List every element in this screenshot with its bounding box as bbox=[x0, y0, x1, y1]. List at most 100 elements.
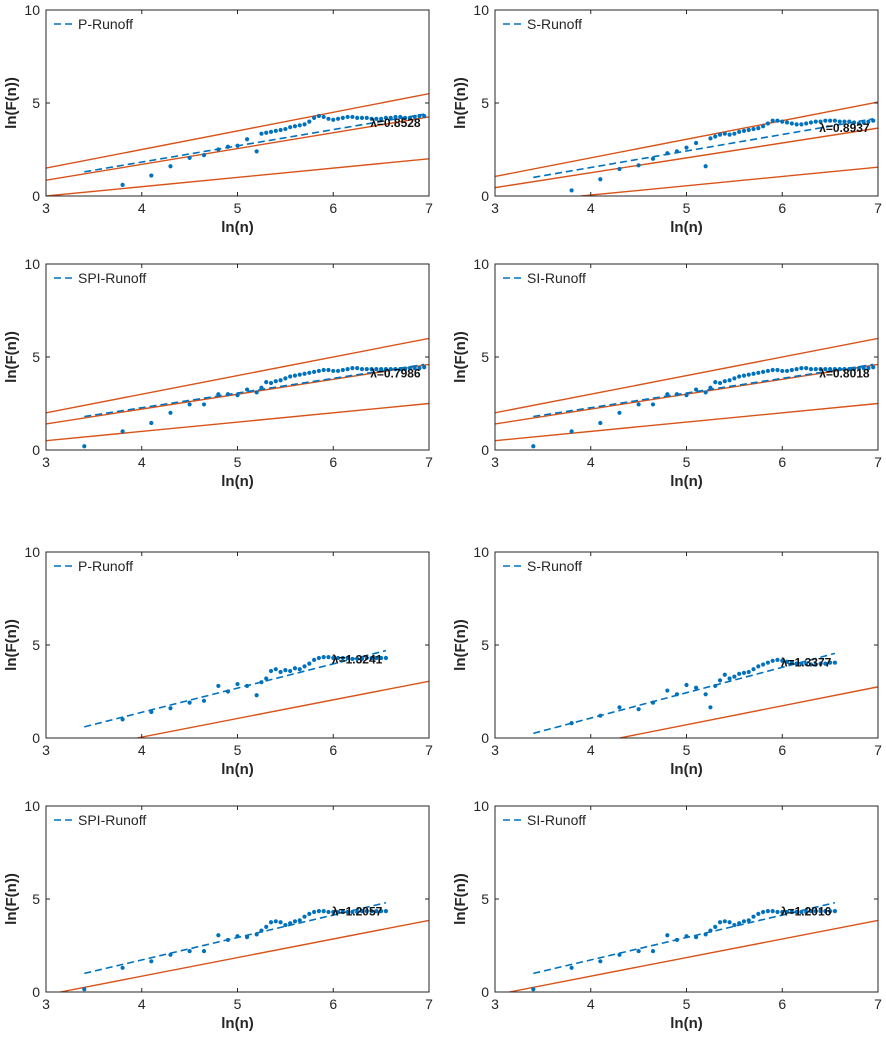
data-point bbox=[693, 140, 699, 146]
data-point bbox=[340, 909, 345, 915]
legend-label: SI-Runoff bbox=[527, 270, 586, 286]
data-point bbox=[808, 908, 814, 914]
data-point bbox=[345, 655, 350, 661]
data-point bbox=[813, 908, 818, 914]
data-point bbox=[335, 909, 341, 915]
data-point bbox=[813, 662, 818, 667]
legend-label: P-Runoff bbox=[78, 558, 133, 574]
x-tick-label: 7 bbox=[874, 454, 882, 470]
y-tick-label: 5 bbox=[32, 637, 40, 653]
plot-area bbox=[495, 552, 878, 738]
data-point bbox=[331, 655, 336, 661]
y-axis-label: ln(F(n)) bbox=[3, 331, 20, 383]
data-point bbox=[823, 366, 828, 372]
x-tick-label: 3 bbox=[42, 996, 50, 1012]
data-point bbox=[804, 366, 809, 371]
data-point bbox=[804, 661, 809, 666]
x-axis-label: ln(n) bbox=[670, 473, 702, 490]
data-point bbox=[244, 387, 250, 392]
data-point bbox=[856, 366, 861, 371]
data-point bbox=[402, 366, 408, 372]
data-point bbox=[364, 655, 369, 661]
data-point bbox=[569, 429, 574, 434]
plot-content bbox=[46, 93, 429, 196]
lambda-annotation: λ=1.3377 bbox=[781, 655, 832, 669]
data-point bbox=[799, 366, 804, 371]
x-tick-label: 4 bbox=[138, 200, 146, 216]
data-point bbox=[369, 366, 374, 372]
data-point bbox=[355, 656, 360, 662]
y-tick-label: 0 bbox=[481, 188, 489, 204]
data-point bbox=[756, 126, 761, 131]
data-point bbox=[650, 700, 656, 705]
x-tick-label: 6 bbox=[329, 454, 337, 470]
x-axis-label: ln(n) bbox=[221, 1015, 253, 1032]
data-point bbox=[201, 948, 207, 954]
data-point bbox=[703, 692, 708, 697]
data-point bbox=[273, 667, 278, 672]
data-point bbox=[187, 155, 192, 160]
x-tick-label: 3 bbox=[491, 742, 499, 758]
data-point bbox=[216, 683, 221, 689]
data-point bbox=[617, 410, 622, 415]
data-point bbox=[851, 120, 857, 125]
y-tick-label: 5 bbox=[481, 891, 489, 907]
data-point bbox=[737, 671, 742, 676]
data-point bbox=[722, 131, 727, 136]
data-point bbox=[187, 948, 192, 954]
plot-area bbox=[46, 806, 429, 992]
data-point bbox=[756, 370, 761, 375]
lambda-annotation: λ=0.7986 bbox=[370, 366, 421, 380]
data-point bbox=[794, 122, 799, 127]
data-point bbox=[784, 909, 790, 915]
data-point bbox=[364, 908, 369, 914]
data-point bbox=[331, 909, 336, 915]
data-point bbox=[292, 666, 298, 671]
data-point bbox=[813, 119, 818, 124]
x-tick-label: 3 bbox=[42, 454, 50, 470]
y-tick-label: 0 bbox=[481, 984, 489, 1000]
x-tick-label: 3 bbox=[491, 200, 499, 216]
data-point bbox=[268, 380, 274, 386]
plot-content bbox=[60, 901, 429, 992]
data-point bbox=[407, 115, 412, 120]
plot-area bbox=[46, 10, 429, 196]
data-point bbox=[326, 909, 331, 915]
data-point bbox=[780, 909, 785, 915]
data-point bbox=[283, 376, 288, 381]
data-point bbox=[713, 683, 718, 689]
data-point bbox=[316, 655, 321, 661]
data-point bbox=[383, 655, 389, 661]
data-point bbox=[379, 366, 384, 372]
data-point bbox=[350, 656, 355, 662]
data-point bbox=[82, 987, 87, 992]
data-point bbox=[393, 366, 398, 372]
data-point bbox=[364, 115, 369, 120]
data-point bbox=[818, 366, 823, 372]
data-point bbox=[828, 908, 833, 914]
x-tick-label: 6 bbox=[778, 454, 786, 470]
data-point bbox=[751, 371, 756, 376]
data-point bbox=[168, 410, 173, 415]
plot-area bbox=[495, 10, 878, 196]
data-point bbox=[837, 366, 842, 372]
data-point bbox=[288, 374, 293, 379]
data-point bbox=[770, 658, 775, 663]
data-point bbox=[861, 120, 866, 125]
y-tick-label: 10 bbox=[24, 798, 40, 814]
data-point bbox=[316, 113, 321, 119]
data-point bbox=[765, 908, 770, 914]
data-point bbox=[674, 937, 680, 943]
plot-content bbox=[495, 337, 878, 449]
data-point bbox=[727, 378, 732, 383]
data-point bbox=[717, 920, 723, 925]
data-point bbox=[780, 119, 785, 124]
data-point bbox=[737, 374, 742, 379]
data-point bbox=[235, 393, 240, 398]
data-point bbox=[254, 390, 259, 395]
data-point bbox=[283, 922, 288, 928]
data-point bbox=[359, 908, 365, 914]
data-point bbox=[335, 368, 341, 374]
data-point bbox=[235, 681, 240, 687]
legend-label: P-Runoff bbox=[78, 16, 133, 32]
